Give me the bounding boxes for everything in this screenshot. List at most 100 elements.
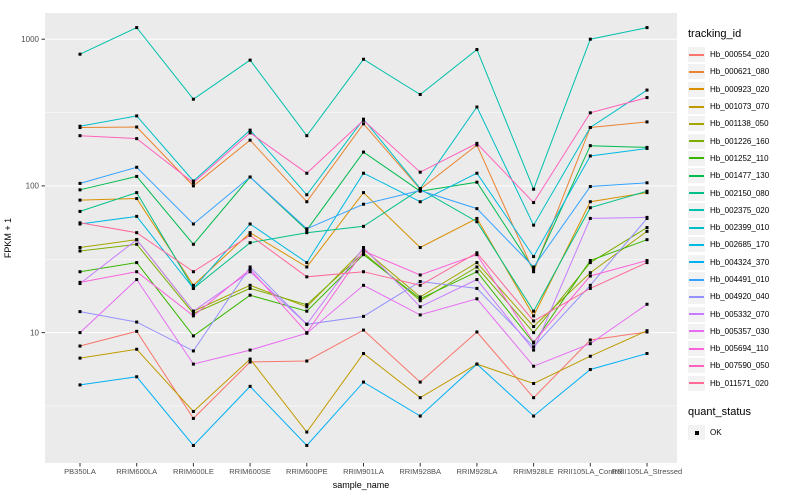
data-point <box>475 330 479 334</box>
data-point <box>191 181 195 185</box>
data-point <box>362 224 365 228</box>
legend-label: Hb_002150_080 <box>710 188 770 198</box>
data-point <box>305 303 309 307</box>
legend-label: Hb_000621_080 <box>710 67 770 77</box>
legend-entry-Hb_001252_110: Hb_001252_110 <box>688 150 798 167</box>
data-point <box>532 414 536 418</box>
data-point <box>135 137 139 141</box>
data-point <box>588 286 592 290</box>
legend-key-swatch <box>688 358 705 374</box>
data-point <box>362 57 365 61</box>
legend-title-tracking-id: tracking_id <box>688 28 742 40</box>
data-point <box>475 278 479 282</box>
legend-entry-Hb_000554_020: Hb_000554_020 <box>688 46 798 63</box>
data-point <box>588 144 592 148</box>
legend-line-icon <box>689 70 704 73</box>
data-point <box>135 114 139 118</box>
data-point <box>191 286 195 290</box>
data-point <box>78 331 82 335</box>
data-point <box>645 120 649 124</box>
data-point <box>475 362 479 366</box>
legend-entry-Hb_002375_020: Hb_002375_020 <box>688 202 798 219</box>
data-point <box>475 286 479 290</box>
data-point <box>78 356 82 360</box>
legend-key-swatch <box>688 116 705 132</box>
legend-key-swatch <box>688 306 705 322</box>
data-point <box>248 270 252 274</box>
x-tick-label: RRIM600PE <box>286 467 328 476</box>
data-point <box>475 297 479 301</box>
legend-entry-Hb_001073_070: Hb_001073_070 <box>688 98 798 115</box>
data-point <box>532 187 536 191</box>
legend-line-icon <box>689 364 704 367</box>
data-point <box>248 128 252 132</box>
data-point <box>248 138 252 142</box>
data-point <box>645 259 649 263</box>
data-point <box>191 349 195 353</box>
data-point <box>418 313 422 317</box>
legend-line-icon <box>689 243 704 246</box>
legend-label: Hb_005332_070 <box>710 309 770 319</box>
data-point <box>418 295 422 299</box>
legend-label: Hb_004920_040 <box>710 292 770 302</box>
data-point <box>362 249 365 253</box>
data-point <box>475 207 479 211</box>
x-tick-label: RRIM600LA <box>116 467 157 476</box>
legend-label: Hb_002399_010 <box>710 223 770 233</box>
legend-entry-Hb_000923_020: Hb_000923_020 <box>688 81 798 98</box>
data-point <box>645 88 649 92</box>
data-point <box>475 265 479 269</box>
legend-entry-Hb_004920_040: Hb_004920_040 <box>688 288 798 305</box>
data-point <box>532 314 536 318</box>
data-point <box>248 283 252 287</box>
data-point <box>135 261 139 265</box>
data-point <box>135 165 139 169</box>
data-point <box>362 246 365 250</box>
legend-line-icon <box>689 261 704 264</box>
data-point <box>135 174 139 178</box>
data-point <box>191 222 195 226</box>
data-point <box>78 181 82 185</box>
legend-line-icon <box>689 295 704 298</box>
data-point <box>475 48 479 52</box>
data-point <box>305 305 309 309</box>
data-point <box>135 231 139 235</box>
data-point <box>475 171 479 175</box>
x-tick-label: RRIM901LA <box>343 467 384 476</box>
data-point <box>645 96 649 100</box>
data-point <box>78 188 82 192</box>
data-point <box>475 270 479 274</box>
x-tick-label: PB350LA <box>64 467 96 476</box>
legend-label: OK <box>710 428 722 438</box>
data-point <box>248 348 252 352</box>
data-point <box>248 58 252 62</box>
data-point <box>191 334 195 338</box>
legend-line-icon <box>689 53 704 56</box>
data-point <box>305 322 309 326</box>
legend-label: Hb_005694_110 <box>710 344 769 354</box>
data-point <box>362 270 365 274</box>
data-point <box>588 216 592 220</box>
data-point <box>532 265 536 269</box>
data-point <box>78 246 82 250</box>
x-tick-label: RRII105LA_Control <box>558 467 623 476</box>
data-point <box>588 274 592 278</box>
data-point <box>248 384 252 388</box>
data-point <box>588 259 592 263</box>
data-point <box>418 280 422 284</box>
legend-label: Hb_000554_020 <box>710 50 770 60</box>
legend-key-swatch <box>688 47 705 63</box>
legend-line-icon <box>689 382 704 385</box>
legend-entry-Hb_000621_080: Hb_000621_080 <box>688 63 798 80</box>
legend-line-icon <box>689 140 704 143</box>
data-point <box>78 52 82 56</box>
data-point <box>248 360 252 364</box>
data-point <box>418 283 422 287</box>
data-point <box>418 170 422 174</box>
data-point <box>248 241 252 245</box>
legend-entry-Hb_002399_010: Hb_002399_010 <box>688 219 798 236</box>
data-point <box>135 329 139 333</box>
legend-line-icon <box>689 122 704 125</box>
data-point <box>588 206 592 210</box>
legend-key-swatch <box>688 150 705 166</box>
